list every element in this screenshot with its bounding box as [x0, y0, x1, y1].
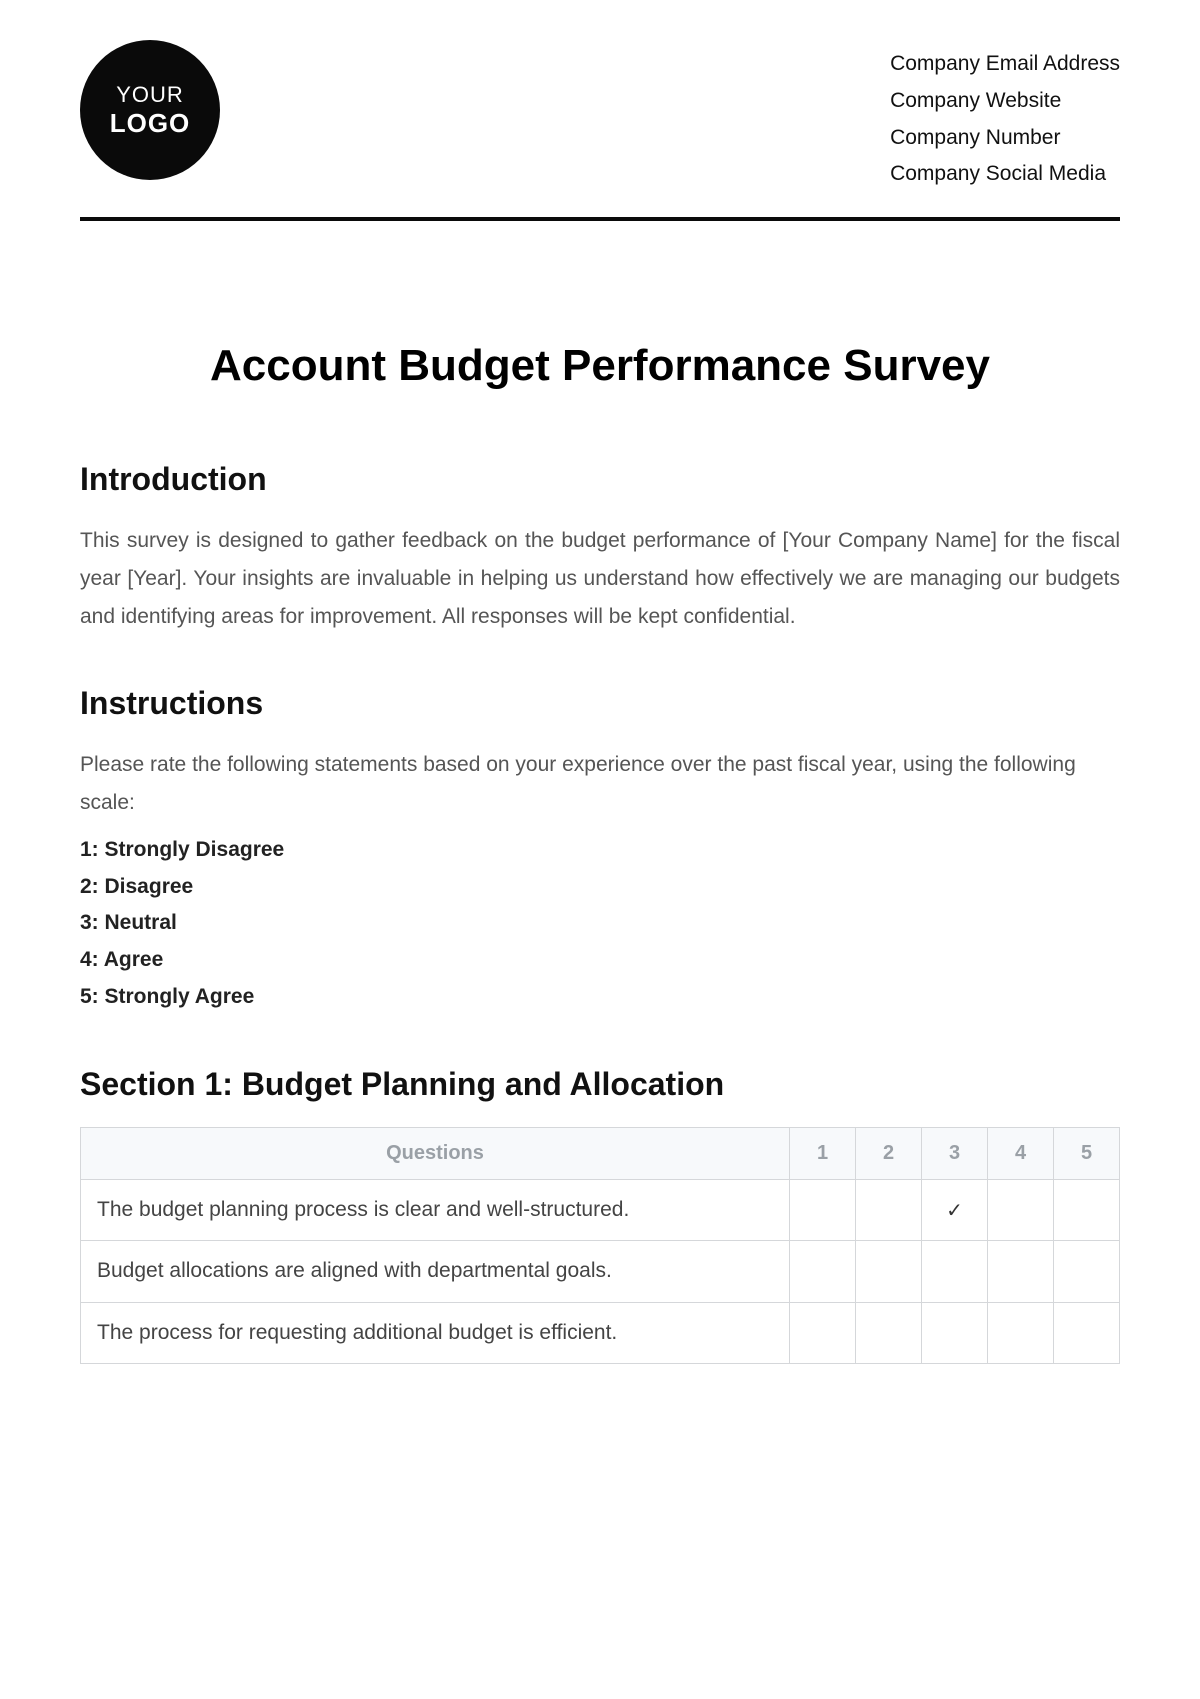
- survey-table: Questions 1 2 3 4 5 The budget planning …: [80, 1127, 1120, 1365]
- rating-scale: 1: Strongly Disagree 2: Disagree 3: Neut…: [80, 832, 1120, 1016]
- table-row: Budget allocations are aligned with depa…: [81, 1241, 1120, 1303]
- company-email: Company Email Address: [890, 46, 1120, 83]
- col-3: 3: [922, 1127, 988, 1179]
- question-text: Budget allocations are aligned with depa…: [81, 1241, 790, 1303]
- rating-cell[interactable]: [1054, 1179, 1120, 1241]
- company-website: Company Website: [890, 83, 1120, 120]
- question-text: The process for requesting additional bu…: [81, 1302, 790, 1364]
- rating-cell[interactable]: [1054, 1241, 1120, 1303]
- intro-heading: Introduction: [80, 461, 1120, 498]
- rating-cell[interactable]: ✓: [922, 1179, 988, 1241]
- rating-cell[interactable]: [790, 1302, 856, 1364]
- col-1: 1: [790, 1127, 856, 1179]
- rating-cell[interactable]: [856, 1179, 922, 1241]
- table-row: The process for requesting additional bu…: [81, 1302, 1120, 1364]
- rating-cell[interactable]: [988, 1241, 1054, 1303]
- company-number: Company Number: [890, 120, 1120, 157]
- question-text: The budget planning process is clear and…: [81, 1179, 790, 1241]
- rating-cell[interactable]: [1054, 1302, 1120, 1364]
- rating-cell[interactable]: [988, 1302, 1054, 1364]
- instructions-body: Please rate the following statements bas…: [80, 746, 1120, 822]
- rating-cell[interactable]: [790, 1179, 856, 1241]
- rating-cell[interactable]: [922, 1302, 988, 1364]
- scale-4: 4: Agree: [80, 942, 1120, 979]
- col-4: 4: [988, 1127, 1054, 1179]
- instructions-heading: Instructions: [80, 685, 1120, 722]
- page-title: Account Budget Performance Survey: [80, 341, 1120, 391]
- rating-cell[interactable]: [790, 1241, 856, 1303]
- header: YOUR LOGO Company Email Address Company …: [80, 40, 1120, 221]
- logo: YOUR LOGO: [80, 40, 220, 180]
- rating-cell[interactable]: [922, 1241, 988, 1303]
- col-5: 5: [1054, 1127, 1120, 1179]
- rating-cell[interactable]: [856, 1241, 922, 1303]
- col-questions: Questions: [81, 1127, 790, 1179]
- col-2: 2: [856, 1127, 922, 1179]
- table-header-row: Questions 1 2 3 4 5: [81, 1127, 1120, 1179]
- logo-line2: LOGO: [110, 108, 191, 139]
- scale-5: 5: Strongly Agree: [80, 979, 1120, 1016]
- intro-body: This survey is designed to gather feedba…: [80, 522, 1120, 635]
- document-page: YOUR LOGO Company Email Address Company …: [0, 0, 1200, 1424]
- rating-cell[interactable]: [988, 1179, 1054, 1241]
- table-row: The budget planning process is clear and…: [81, 1179, 1120, 1241]
- logo-line1: YOUR: [116, 82, 184, 108]
- scale-1: 1: Strongly Disagree: [80, 832, 1120, 869]
- scale-2: 2: Disagree: [80, 869, 1120, 906]
- section1-heading: Section 1: Budget Planning and Allocatio…: [80, 1066, 1120, 1103]
- rating-cell[interactable]: [856, 1302, 922, 1364]
- company-social: Company Social Media: [890, 156, 1120, 193]
- company-info: Company Email Address Company Website Co…: [890, 40, 1120, 193]
- scale-3: 3: Neutral: [80, 905, 1120, 942]
